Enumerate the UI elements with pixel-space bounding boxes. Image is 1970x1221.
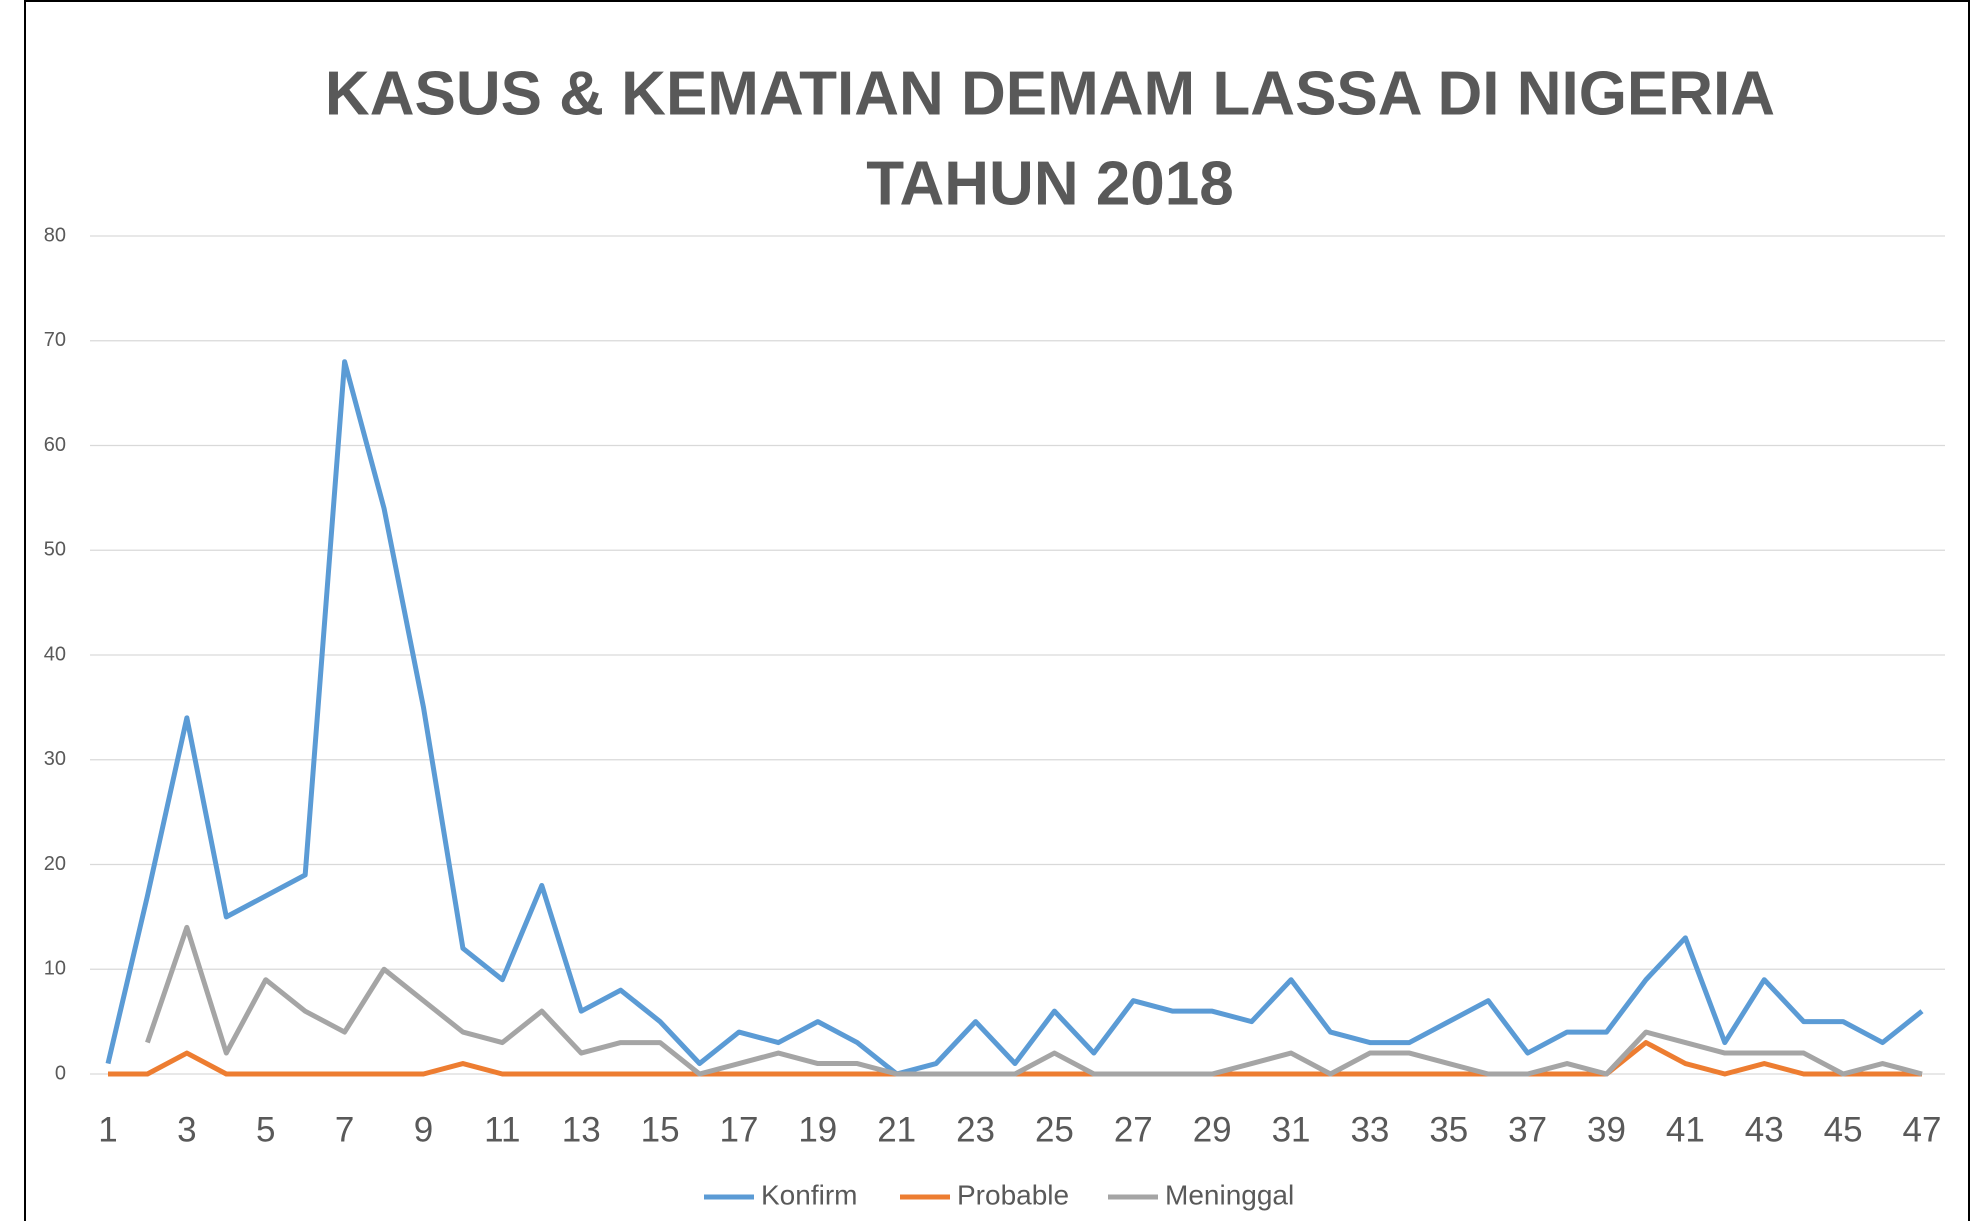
x-tick-label: 27 <box>1114 1110 1153 1149</box>
x-tick-label: 33 <box>1350 1110 1389 1149</box>
data-line <box>145 924 1923 1077</box>
x-tick-label: 3 <box>177 1110 196 1149</box>
legend-label: Konfirm <box>761 1179 857 1210</box>
y-tick-label: 60 <box>44 434 66 456</box>
legend-label: Meninggal <box>1165 1179 1294 1210</box>
x-tick-label: 11 <box>484 1110 520 1149</box>
y-tick-label: 20 <box>44 853 66 875</box>
x-tick-label: 43 <box>1745 1110 1784 1149</box>
y-tick-label: 10 <box>44 958 66 980</box>
x-tick-label: 41 <box>1666 1110 1705 1149</box>
x-tick-label: 35 <box>1429 1110 1468 1149</box>
chart-title: TAHUN 2018 <box>866 149 1234 218</box>
x-tick-label: 5 <box>256 1110 275 1149</box>
x-tick-label: 1 <box>98 1110 117 1149</box>
x-tick-label: 17 <box>719 1110 758 1149</box>
x-tick-label: 39 <box>1587 1110 1626 1149</box>
y-tick-label: 50 <box>44 539 66 561</box>
x-tick-label: 37 <box>1508 1110 1547 1149</box>
x-tick-label: 45 <box>1824 1110 1863 1149</box>
chart-frame <box>24 0 1970 1221</box>
y-tick-label: 30 <box>44 748 66 770</box>
y-tick-label: 70 <box>44 329 66 351</box>
x-tick-label: 9 <box>414 1110 433 1149</box>
x-tick-label: 19 <box>798 1110 837 1149</box>
y-tick-label: 80 <box>44 224 66 246</box>
chart-title: KASUS & KEMATIAN DEMAM LASSA DI NIGERIA <box>325 59 1775 128</box>
legend-label: Probable <box>957 1179 1069 1210</box>
x-tick-label: 31 <box>1272 1110 1311 1149</box>
x-tick-label: 47 <box>1903 1110 1942 1149</box>
x-tick-label: 13 <box>562 1110 601 1149</box>
x-tick-label: 25 <box>1035 1110 1074 1149</box>
x-tick-label: 29 <box>1193 1110 1232 1149</box>
x-tick-label: 21 <box>877 1110 916 1149</box>
x-tick-label: 15 <box>641 1110 680 1149</box>
x-tick-label: 7 <box>335 1110 354 1149</box>
y-tick-label: 40 <box>44 643 66 665</box>
x-tick-label: 23 <box>956 1110 995 1149</box>
y-tick-label: 0 <box>55 1062 66 1084</box>
data-line <box>105 359 1924 1077</box>
